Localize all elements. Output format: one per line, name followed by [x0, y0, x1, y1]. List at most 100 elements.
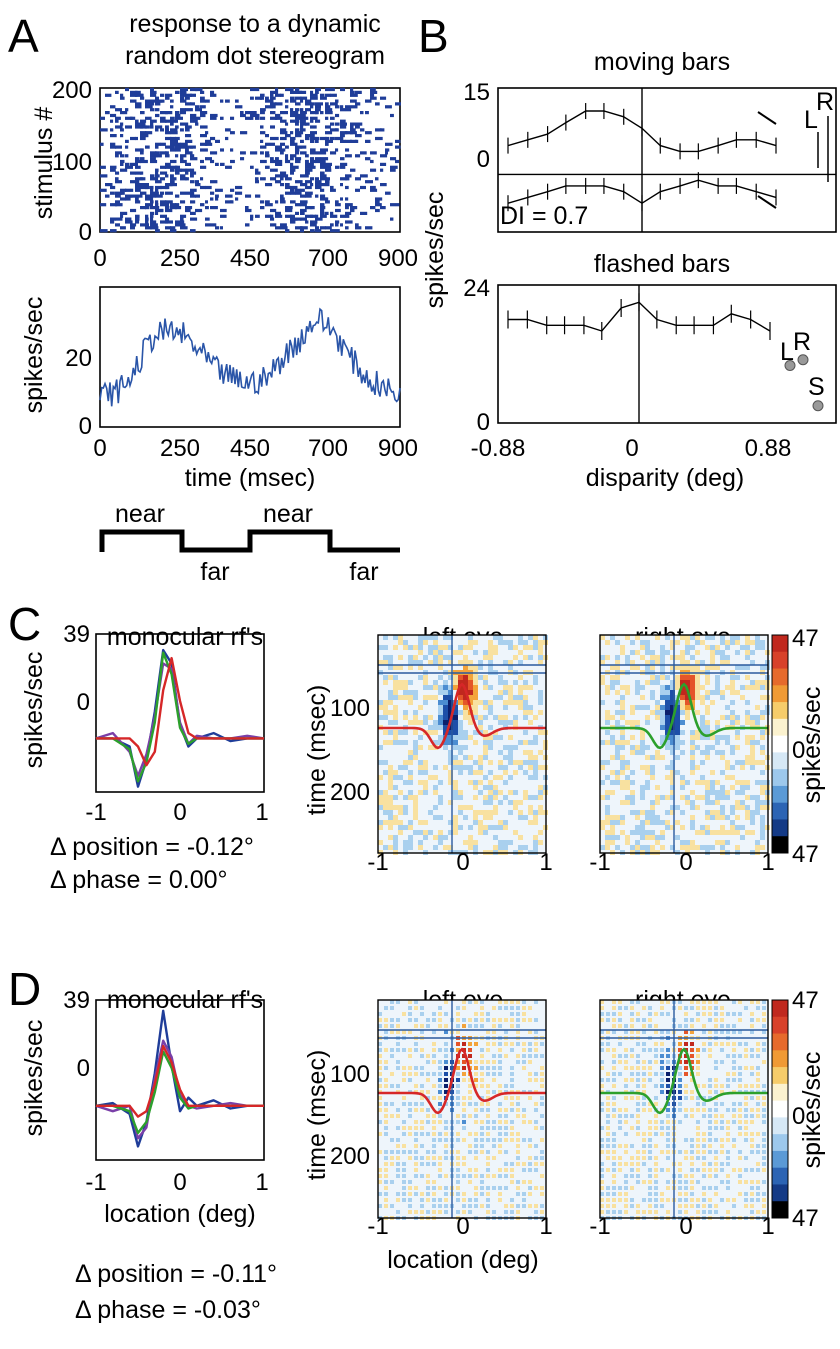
raster-spike [260, 96, 264, 100]
raster-spike [170, 159, 177, 164]
c-right-cell [625, 660, 630, 665]
c-right-cell [650, 675, 655, 680]
d-left-cell [420, 1066, 424, 1070]
c-left-cell [418, 840, 423, 845]
raster-spike [145, 214, 149, 218]
c-left-cell [438, 830, 443, 835]
raster-spike [280, 226, 288, 230]
d-left-cell [498, 1108, 502, 1112]
raster-spike [165, 151, 169, 155]
c-right-cell [610, 770, 615, 775]
c-right-cell [640, 795, 645, 800]
raster-spike [120, 111, 128, 115]
d-left-cell [540, 1096, 544, 1100]
d-right-cell [738, 1042, 742, 1046]
d-right-cell [642, 1132, 646, 1136]
d-right-cell [756, 1048, 760, 1052]
d-left-cell [498, 1114, 502, 1118]
d-left-cell [468, 1132, 472, 1136]
c-right-cell [635, 690, 640, 695]
d-left-cell [498, 1186, 502, 1190]
d-right-cell [660, 1012, 664, 1016]
c-right-cell [650, 660, 655, 665]
raster-spike [210, 136, 216, 141]
d-right-cell [714, 1006, 718, 1010]
c-left-cell [393, 805, 398, 810]
raster-spike [340, 119, 346, 123]
d-right-cell [678, 1066, 682, 1070]
d-left-cell [516, 1210, 520, 1214]
d-left-xlabel: location (deg) [387, 1246, 538, 1274]
d-left-cell [516, 1162, 520, 1166]
c-left-cell [453, 685, 458, 690]
d-left-cell [462, 1204, 466, 1208]
c-right-cell [615, 780, 620, 785]
d-right-cell [636, 1156, 640, 1160]
c-left-cell [468, 680, 473, 685]
raster-spike [295, 217, 302, 221]
d-left-cell [396, 1156, 400, 1160]
raster-spike [380, 168, 384, 172]
raster-spike [135, 177, 143, 181]
c-right-cell [660, 820, 665, 825]
c-left-cell [528, 740, 533, 745]
raster-spike [315, 177, 319, 181]
d-right-cell [696, 1120, 700, 1124]
raster-spike [150, 194, 156, 198]
d-left-cell [522, 1108, 526, 1112]
c-right-cell [695, 795, 700, 800]
c-right-cell [745, 645, 750, 650]
c-left-cell [518, 660, 523, 665]
c-right-cell [755, 740, 760, 745]
c-left-cell [418, 660, 423, 665]
c-right-cell [745, 640, 750, 645]
raster-spike [310, 214, 317, 218]
c-left-cell [528, 720, 533, 725]
c-right-cell [690, 770, 695, 775]
raster-spike [285, 134, 291, 138]
c-rf-note-position: Δ position = -0.12° [50, 833, 254, 861]
d-left-cell [378, 1042, 382, 1046]
c-left-cell [388, 825, 393, 830]
d-cbar-frame [771, 999, 789, 1219]
d-right-cell [720, 1180, 724, 1184]
raster-spike [320, 208, 325, 213]
c-right-cell [760, 695, 765, 700]
c-left-cell [473, 700, 478, 705]
raster-spike [140, 111, 145, 115]
raster-spike [200, 159, 204, 164]
c-left-cell [433, 695, 438, 700]
raster-spike [120, 168, 128, 172]
c-left-cell [438, 800, 443, 805]
c-right-cell [645, 645, 650, 650]
psth-ylabel: spikes/sec [20, 297, 48, 414]
d-right-cell [726, 1120, 730, 1124]
raster-spike [320, 194, 326, 198]
d-right-cell [678, 1096, 682, 1100]
psth-xtick-0: 0 [93, 435, 106, 462]
d-right-cell [612, 1060, 616, 1064]
d-left-cell [414, 1072, 418, 1076]
raster-spike [355, 177, 361, 181]
raster-spike [395, 102, 401, 106]
c-left-cell [463, 815, 468, 820]
c-right-cell [690, 695, 695, 700]
d-right-cell [666, 1156, 670, 1160]
c-right-cell [660, 705, 665, 710]
c-left-cell [513, 715, 518, 720]
d-left-cell [426, 1162, 430, 1166]
c-right-cell [730, 825, 735, 830]
d-right-cell [600, 1048, 604, 1052]
c-left-cell [453, 675, 458, 680]
d-left-xtick-0: 0 [456, 1213, 469, 1240]
d-left-profile-curve [378, 1047, 546, 1115]
raster-spike [370, 151, 377, 155]
raster-spike [140, 171, 144, 175]
c-right-cell [655, 750, 660, 755]
d-left-cell [468, 1114, 472, 1118]
c-right-cell [705, 725, 710, 730]
c-right-cell [605, 710, 610, 715]
raster-spike [260, 116, 266, 120]
raster-spike [325, 131, 333, 135]
raster-spike [290, 108, 294, 112]
